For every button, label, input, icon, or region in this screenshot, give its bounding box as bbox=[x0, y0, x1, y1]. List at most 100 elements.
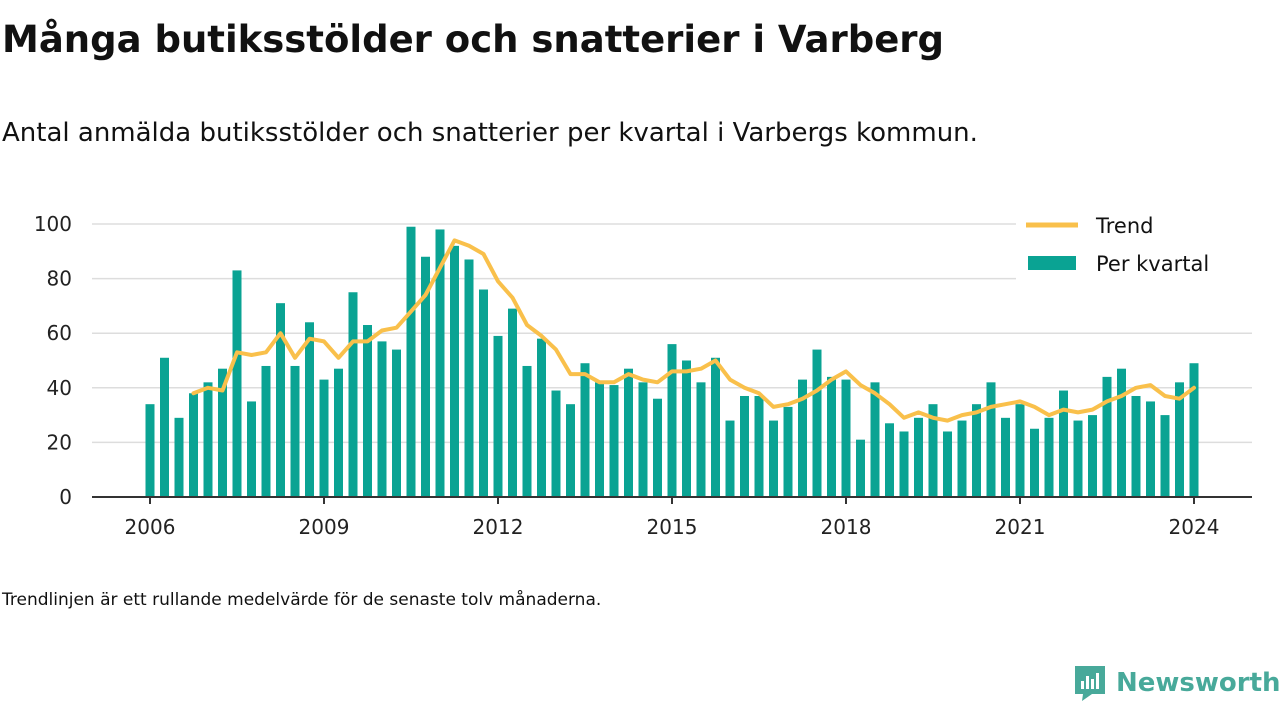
bar bbox=[319, 379, 329, 497]
bar bbox=[798, 379, 807, 497]
x-tick-label: 2021 bbox=[995, 515, 1046, 539]
bar bbox=[1131, 395, 1141, 497]
trend-line bbox=[191, 238, 1196, 423]
bar bbox=[696, 382, 706, 497]
axes: 0 20 40 60 80 100 2006 2009 2012 2015 2018 2021 2024 bbox=[34, 212, 1252, 539]
legend-bar-label: Per kvartal bbox=[1096, 252, 1209, 276]
bar bbox=[261, 365, 271, 497]
bar bbox=[435, 229, 445, 497]
bar bbox=[914, 417, 923, 497]
bar-series-per-kvartal bbox=[145, 226, 1199, 498]
bar bbox=[348, 292, 358, 497]
footnote: Trendlinjen är ett rullande medelvärde f… bbox=[2, 590, 602, 610]
bar bbox=[203, 382, 213, 497]
bar bbox=[870, 382, 880, 497]
bar bbox=[638, 382, 648, 497]
bar bbox=[421, 256, 430, 497]
bar bbox=[1015, 404, 1025, 497]
bar bbox=[885, 423, 894, 497]
y-tick-label: 20 bbox=[47, 430, 72, 454]
bar bbox=[1102, 376, 1112, 497]
bar bbox=[754, 395, 764, 497]
bar bbox=[145, 404, 155, 497]
x-tick-label: 2024 bbox=[1169, 515, 1220, 539]
bar bbox=[160, 357, 169, 497]
bar bbox=[522, 365, 532, 497]
bar bbox=[232, 270, 242, 497]
bar bbox=[189, 393, 198, 497]
bar bbox=[595, 382, 604, 497]
bar bbox=[943, 431, 952, 497]
bar bbox=[769, 420, 778, 497]
bar bbox=[986, 382, 996, 497]
bar bbox=[450, 245, 459, 497]
bar bbox=[1175, 382, 1184, 497]
chart-title: Många butiksstölder och snatterier i Var… bbox=[2, 18, 945, 61]
bar bbox=[580, 363, 590, 497]
legend-background bbox=[1016, 206, 1252, 284]
bar bbox=[841, 379, 851, 497]
bar bbox=[1189, 363, 1199, 497]
bar bbox=[508, 308, 517, 497]
y-tick-label: 80 bbox=[47, 267, 72, 291]
bar bbox=[1030, 428, 1039, 497]
legend-trend-label: Trend bbox=[1095, 214, 1153, 238]
x-tick-label: 2018 bbox=[821, 515, 872, 539]
bar bbox=[653, 398, 662, 497]
bar bbox=[711, 357, 720, 497]
x-tick-label: 2015 bbox=[647, 515, 698, 539]
bar bbox=[740, 395, 749, 497]
x-tick-label: 2009 bbox=[299, 515, 350, 539]
bar bbox=[290, 365, 300, 497]
bar bbox=[1088, 415, 1097, 497]
y-tick-label: 0 bbox=[59, 485, 72, 509]
y-tick-label: 60 bbox=[47, 321, 72, 345]
bar bbox=[479, 289, 488, 497]
legend-bar-swatch bbox=[1028, 256, 1076, 270]
bar bbox=[682, 360, 691, 497]
bar bbox=[1160, 415, 1170, 497]
bar bbox=[1146, 401, 1155, 497]
brand-logo: Newsworthy bbox=[1072, 664, 1280, 702]
bar bbox=[537, 338, 546, 497]
legend: Trend Per kvartal bbox=[1016, 206, 1252, 284]
bar bbox=[1059, 390, 1068, 497]
line-series-trend bbox=[191, 238, 1196, 423]
bar bbox=[957, 420, 967, 497]
bar bbox=[218, 368, 227, 497]
bar bbox=[899, 431, 909, 497]
y-tick-label: 100 bbox=[34, 212, 72, 236]
x-tick-label: 2012 bbox=[473, 515, 524, 539]
bar bbox=[928, 404, 938, 497]
bar bbox=[1044, 417, 1054, 497]
bar bbox=[276, 303, 285, 497]
bar bbox=[1001, 417, 1010, 497]
bar bbox=[972, 404, 981, 497]
bar bbox=[725, 420, 735, 497]
bar bbox=[377, 341, 387, 497]
bar bbox=[856, 439, 865, 497]
bar bbox=[827, 376, 836, 497]
bar bbox=[566, 404, 575, 497]
bar bbox=[174, 417, 184, 497]
bar bbox=[493, 335, 503, 497]
bar bbox=[392, 349, 401, 497]
bar bbox=[464, 259, 474, 497]
bar bbox=[363, 325, 372, 497]
bar bbox=[624, 368, 633, 497]
brand-name: Newsworthy bbox=[1116, 668, 1280, 698]
x-tick-label: 2006 bbox=[125, 515, 176, 539]
bar bbox=[1073, 420, 1083, 497]
chart-subtitle: Antal anmälda butiksstölder och snatteri… bbox=[2, 118, 978, 148]
bar bbox=[609, 385, 619, 497]
bar bbox=[406, 226, 416, 498]
y-tick-label: 40 bbox=[47, 376, 72, 400]
bar bbox=[334, 368, 343, 497]
bar bbox=[812, 349, 822, 497]
bar bbox=[305, 322, 314, 497]
bar bbox=[247, 401, 256, 497]
bar bbox=[783, 406, 793, 497]
bar bbox=[551, 390, 561, 497]
bar bbox=[1117, 368, 1126, 497]
